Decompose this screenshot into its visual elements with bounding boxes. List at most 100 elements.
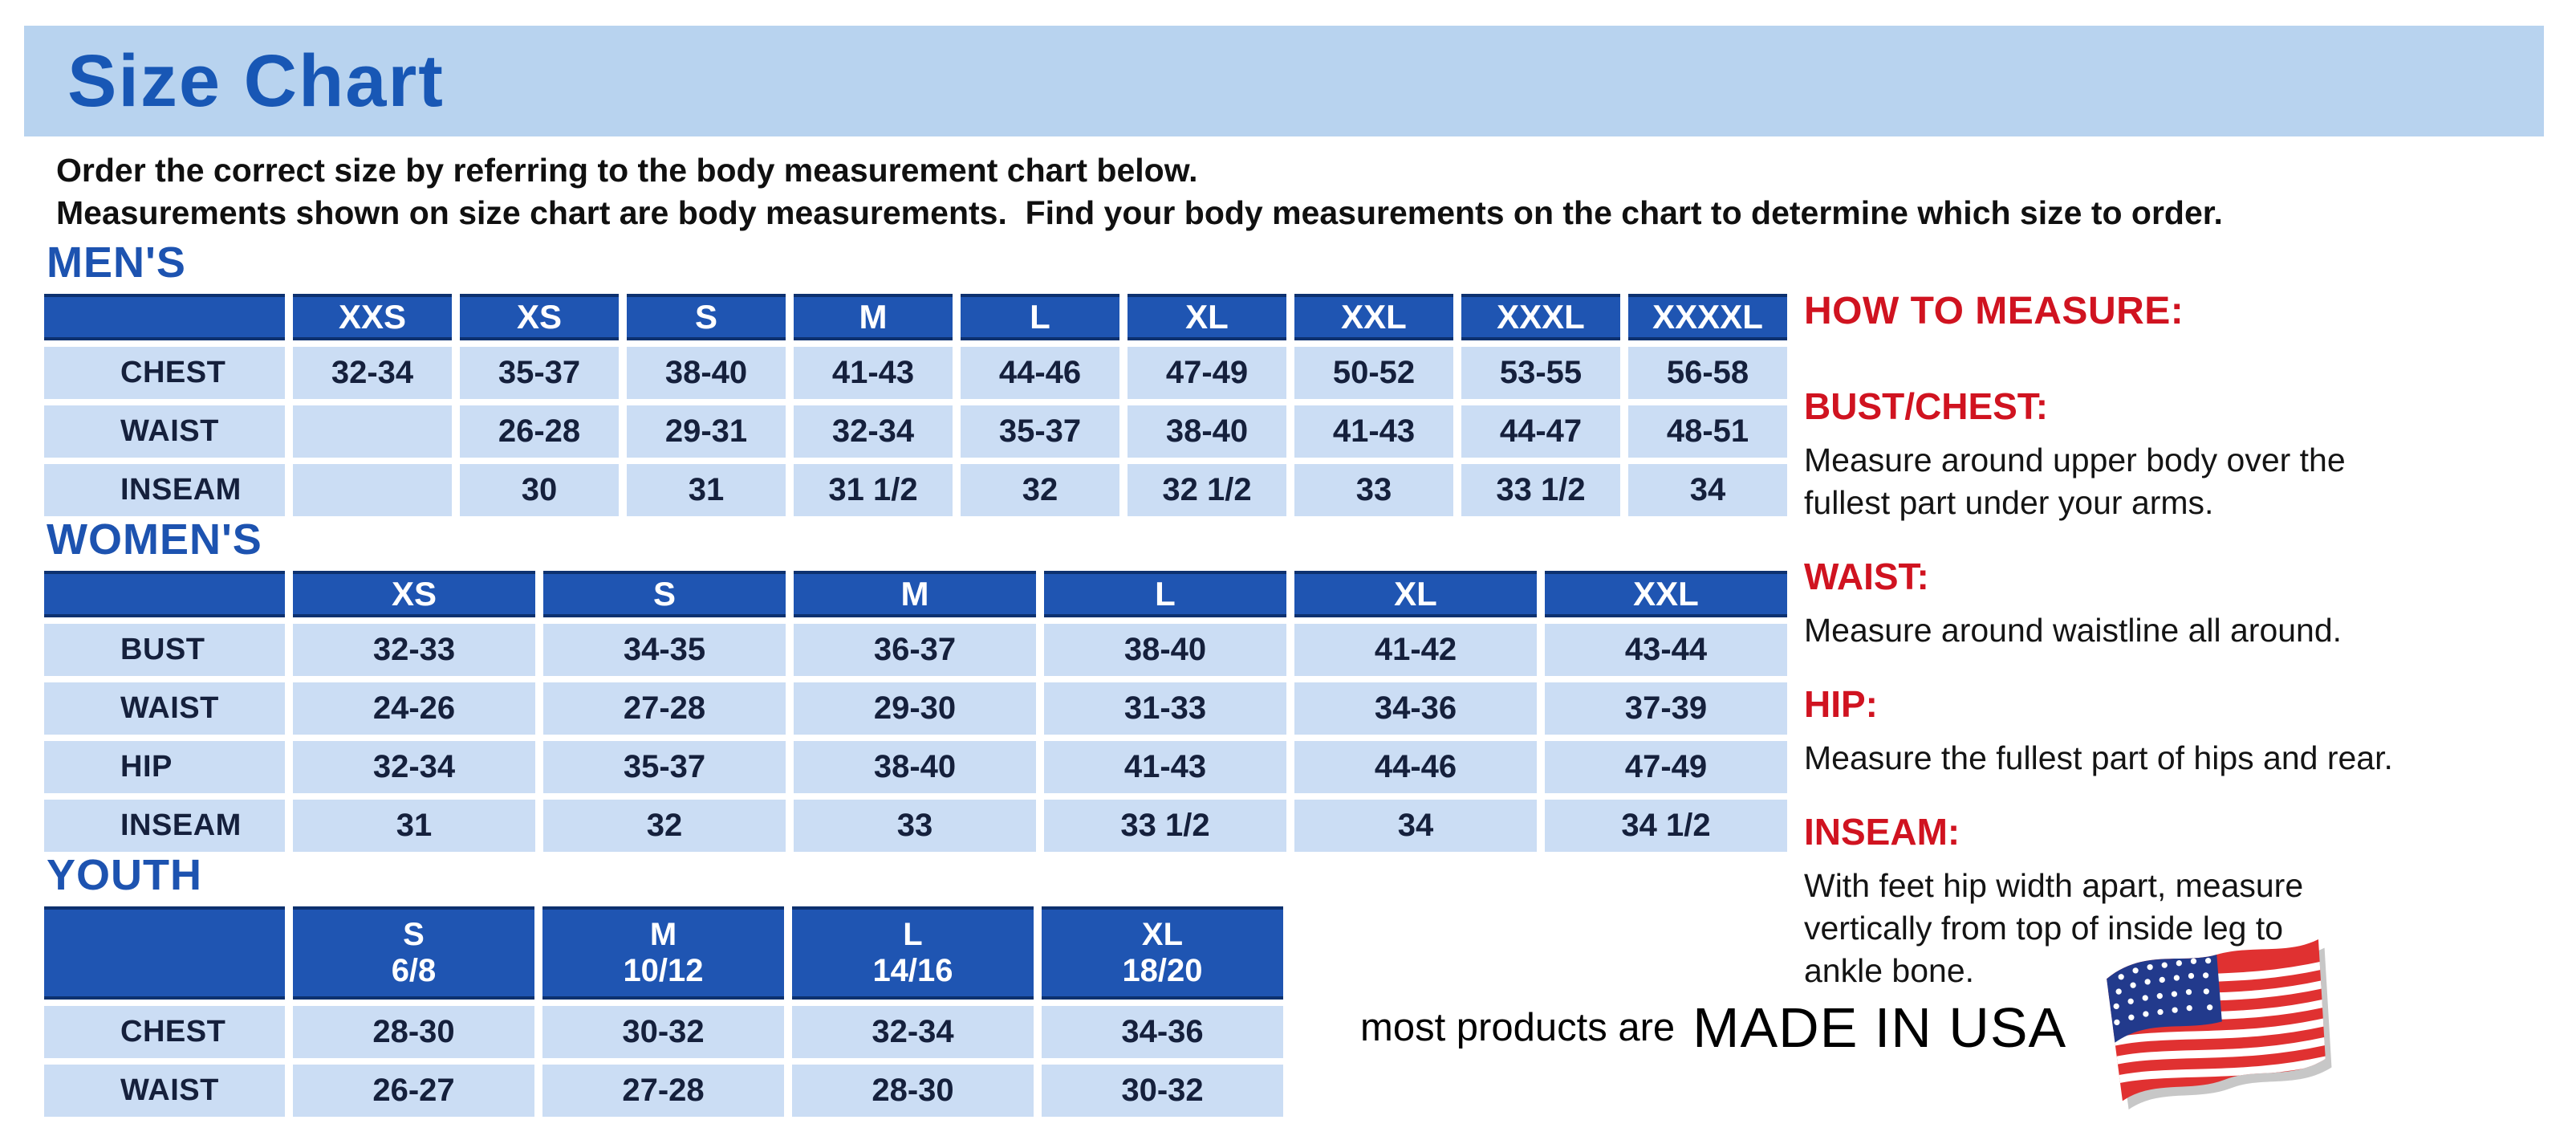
value-cell: 32 bbox=[961, 464, 1119, 516]
value-cell: 34 1/2 bbox=[1545, 800, 1787, 852]
col-header-m: M 10/12 bbox=[542, 906, 784, 1000]
value-cell: 27-28 bbox=[542, 1065, 784, 1117]
value-cell: 44-46 bbox=[1294, 741, 1537, 793]
value-cell: 38-40 bbox=[1128, 405, 1286, 458]
usa-flag-icon bbox=[2087, 927, 2342, 1129]
value-cell: 47-49 bbox=[1128, 347, 1286, 399]
value-cell: 34 bbox=[1294, 800, 1537, 852]
how-to-measure-heading: HOW TO MEASURE: bbox=[1804, 290, 2184, 332]
col-header-xl: XL bbox=[1128, 294, 1286, 340]
col-header-blank bbox=[44, 906, 285, 1000]
youth-heading: YOUTH bbox=[47, 851, 202, 899]
col-header-xl: XL 18/20 bbox=[1042, 906, 1283, 1000]
value-cell: 31 bbox=[293, 800, 535, 852]
value-cell: 43-44 bbox=[1545, 624, 1787, 676]
value-cell: 41-43 bbox=[1294, 405, 1453, 458]
row-label-inseam: INSEAM bbox=[44, 464, 285, 516]
value-cell: 30-32 bbox=[542, 1006, 784, 1058]
value-cell: 35-37 bbox=[460, 347, 619, 399]
made-in-usa-footer: most products are MADE IN USA bbox=[1360, 927, 2484, 1128]
value-cell: 35-37 bbox=[543, 741, 786, 793]
value-cell: 32-34 bbox=[792, 1006, 1034, 1058]
footer-prefix: most products are bbox=[1360, 1006, 1676, 1049]
value-cell: 31 bbox=[627, 464, 786, 516]
value-cell: 33 1/2 bbox=[1044, 800, 1286, 852]
value-cell: 36-37 bbox=[794, 624, 1036, 676]
how-to-measure-items: BUST/CHEST: Measure around upper body ove… bbox=[1804, 385, 2576, 992]
banner: Size Chart bbox=[24, 26, 2544, 136]
value-cell: 32-34 bbox=[293, 741, 535, 793]
value-cell: 32 1/2 bbox=[1128, 464, 1286, 516]
value-cell: 24-26 bbox=[293, 682, 535, 735]
value-cell: 31 1/2 bbox=[794, 464, 953, 516]
value-cell: 38-40 bbox=[794, 741, 1036, 793]
value-cell: 34 bbox=[1628, 464, 1787, 516]
youth-table: S 6/8 M 10/12 L 14/16 XL 18/20 CHEST 28-30 30-… bbox=[44, 906, 1787, 1117]
value-cell: 33 1/2 bbox=[1461, 464, 1620, 516]
value-cell: 32-33 bbox=[293, 624, 535, 676]
womens-table: XS S M L XL XXL BUST 32-33 34-35 36-37 38-40 41-42 4… bbox=[44, 571, 1787, 852]
intro-line-2: Measurements shown on size chart are bod… bbox=[56, 194, 2223, 231]
value-cell: 30-32 bbox=[1042, 1065, 1283, 1117]
col-header-xxs: XXS bbox=[293, 294, 452, 340]
value-cell: 33 bbox=[1294, 464, 1453, 516]
how-to-term: INSEAM: bbox=[1804, 811, 1960, 853]
value-cell: 26-27 bbox=[293, 1065, 534, 1117]
row-label-inseam: INSEAM bbox=[44, 800, 285, 852]
value-cell: 34-35 bbox=[543, 624, 786, 676]
row-label-waist: WAIST bbox=[44, 405, 285, 458]
col-header-xxl: XXL bbox=[1294, 294, 1453, 340]
size-tables: MEN'S XXS XS S M L XL XXL XXXL XXXXL CHEST 32-34 35-… bbox=[44, 239, 1787, 1117]
value-cell: 35-37 bbox=[961, 405, 1119, 458]
how-to-description: Measure the fullest part of hips and rea… bbox=[1804, 739, 2393, 776]
col-header-s: S bbox=[543, 571, 786, 617]
col-header-l: L bbox=[961, 294, 1119, 340]
how-to-item-0: BUST/CHEST: Measure around upper body ove… bbox=[1804, 385, 2576, 524]
value-cell: 41-43 bbox=[794, 347, 953, 399]
value-cell: 28-30 bbox=[792, 1065, 1034, 1117]
value-cell: 41-43 bbox=[1044, 741, 1286, 793]
col-header-xxxxl: XXXXL bbox=[1628, 294, 1787, 340]
womens-section: WOMEN'S XS S M L XL XXL BUST 32-33 34-35 36-37 38-4… bbox=[44, 516, 1787, 852]
value-cell: 33 bbox=[794, 800, 1036, 852]
how-to-term: HIP: bbox=[1804, 683, 1878, 725]
value-cell: 32 bbox=[543, 800, 786, 852]
col-header-l: L bbox=[1044, 571, 1286, 617]
col-header-xl: XL bbox=[1294, 571, 1537, 617]
row-label-chest: CHEST bbox=[44, 347, 285, 399]
how-to-description: Measure around waistline all around. bbox=[1804, 612, 2342, 649]
value-cell: 44-46 bbox=[961, 347, 1119, 399]
value-cell: 31-33 bbox=[1044, 682, 1286, 735]
value-cell: 29-31 bbox=[627, 405, 786, 458]
womens-heading: WOMEN'S bbox=[47, 515, 262, 564]
how-to-term: BUST/CHEST: bbox=[1804, 385, 2049, 427]
value-cell: 32-34 bbox=[794, 405, 953, 458]
value-cell: 26-28 bbox=[460, 405, 619, 458]
col-header-l: L 14/16 bbox=[792, 906, 1034, 1000]
how-to-measure-section: HOW TO MEASURE: BUST/CHEST: Measure aroun… bbox=[1804, 289, 2576, 992]
row-label-chest: CHEST bbox=[44, 1006, 285, 1058]
footer-emphasis: MADE IN USA bbox=[1692, 996, 2067, 1059]
col-header-xxl: XXL bbox=[1545, 571, 1787, 617]
value-cell: 34-36 bbox=[1042, 1006, 1283, 1058]
col-header-xxxl: XXXL bbox=[1461, 294, 1620, 340]
col-header-blank bbox=[44, 571, 285, 617]
value-cell: 50-52 bbox=[1294, 347, 1453, 399]
col-header-xs: XS bbox=[460, 294, 619, 340]
value-cell: 34-36 bbox=[1294, 682, 1537, 735]
col-header-s: S bbox=[627, 294, 786, 340]
how-to-item-3: INSEAM: With feet hip width apart, measur… bbox=[1804, 810, 2576, 992]
col-header-m: M bbox=[794, 294, 953, 340]
how-to-term: WAIST: bbox=[1804, 556, 1929, 597]
value-cell bbox=[293, 405, 452, 458]
row-label-hip: HIP bbox=[44, 741, 285, 793]
value-cell: 30 bbox=[460, 464, 619, 516]
value-cell: 48-51 bbox=[1628, 405, 1787, 458]
page-title: Size Chart bbox=[67, 40, 445, 122]
how-to-item-1: WAIST: Measure around waistline all aroun… bbox=[1804, 555, 2576, 652]
mens-table: XXS XS S M L XL XXL XXXL XXXXL CHEST 32-34 35-37 38-… bbox=[44, 294, 1787, 516]
value-cell: 47-49 bbox=[1545, 741, 1787, 793]
mens-section: MEN'S XXS XS S M L XL XXL XXXL XXXXL CHEST 32-34 35-… bbox=[44, 239, 1787, 516]
value-cell: 53-55 bbox=[1461, 347, 1620, 399]
